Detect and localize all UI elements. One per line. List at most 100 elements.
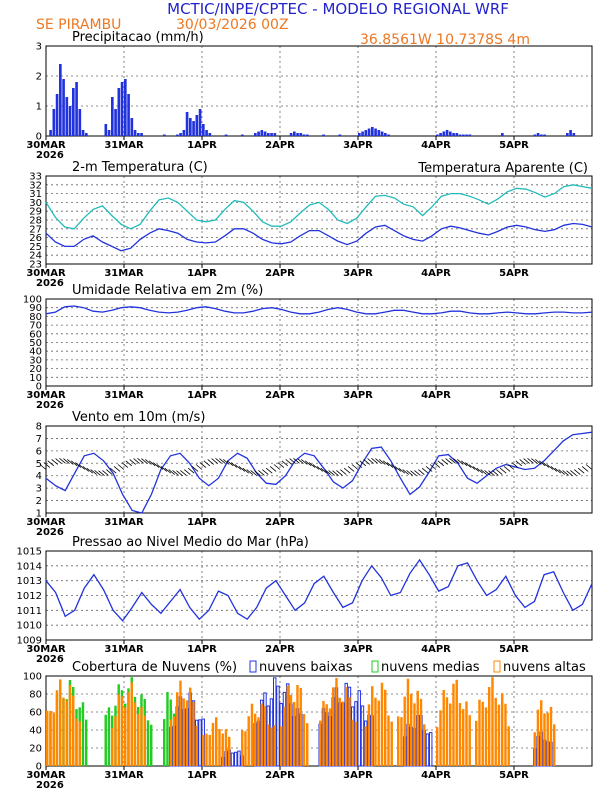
precip-bar bbox=[85, 133, 88, 136]
cloud-bar bbox=[267, 724, 270, 766]
wind-barb bbox=[488, 470, 495, 477]
y-tick-label: 23 bbox=[29, 260, 42, 271]
wind-barb bbox=[320, 467, 328, 474]
cloud-bar bbox=[280, 726, 283, 766]
x-tick-label: 5APR bbox=[499, 517, 529, 528]
wind-barb bbox=[523, 458, 530, 464]
y-tick-label: 1013 bbox=[17, 576, 42, 587]
precip-bar bbox=[104, 124, 108, 136]
cloud-bar bbox=[357, 690, 361, 767]
wind-barb bbox=[562, 470, 569, 476]
y-tick-label: 20 bbox=[29, 744, 42, 755]
cloud-bar bbox=[462, 709, 465, 766]
y-tick-label: 40 bbox=[29, 347, 42, 358]
wind-barb bbox=[519, 459, 526, 465]
x-tick-label: 1APR bbox=[187, 268, 217, 279]
x-tick-label: 4APR bbox=[421, 140, 451, 151]
wind-barb bbox=[262, 469, 269, 475]
cloud-bar bbox=[322, 701, 325, 766]
precip-bar bbox=[52, 109, 56, 136]
precip-bar bbox=[224, 134, 228, 136]
cloud-bar bbox=[65, 700, 68, 766]
wind-barb bbox=[554, 467, 562, 474]
cloud-bar bbox=[111, 728, 114, 766]
wind-barb bbox=[238, 466, 246, 472]
precip-bar bbox=[111, 97, 114, 136]
wind-barb bbox=[312, 464, 320, 470]
wind-barb bbox=[168, 469, 175, 475]
cloud-bar bbox=[348, 697, 351, 766]
cloud-bar bbox=[475, 720, 478, 766]
cloud-bar bbox=[533, 732, 536, 766]
precip-bar bbox=[205, 130, 208, 136]
cloud-bar bbox=[208, 734, 211, 766]
cloud-bar bbox=[390, 721, 393, 766]
wind-barb bbox=[152, 462, 160, 468]
y-tick-label: 100 bbox=[23, 295, 42, 306]
y-tick-label: 3 bbox=[36, 42, 42, 53]
wind-barb bbox=[343, 467, 351, 474]
wind-barb bbox=[141, 458, 148, 464]
cloud-bar bbox=[150, 724, 153, 766]
wind-barb bbox=[125, 460, 133, 467]
wind-barb bbox=[499, 467, 507, 474]
wind-barb bbox=[453, 458, 460, 464]
cloud-bar bbox=[270, 727, 273, 766]
precip-bar bbox=[107, 130, 111, 136]
cloud-bar bbox=[458, 703, 462, 766]
y-tick-label: 30 bbox=[29, 198, 42, 209]
wind-barb bbox=[507, 464, 515, 470]
precip-bar bbox=[120, 82, 124, 136]
y-tick-label: 0 bbox=[36, 382, 42, 393]
cloud-bar bbox=[247, 716, 250, 766]
cloud-bar bbox=[504, 703, 507, 766]
wind-barb bbox=[585, 464, 593, 470]
cloud-bar bbox=[374, 697, 377, 766]
precip-bar bbox=[263, 131, 267, 136]
cloud-bar bbox=[241, 730, 244, 766]
wind-barb bbox=[449, 457, 456, 464]
cloud-bar bbox=[72, 695, 75, 766]
wind-barb bbox=[460, 460, 468, 467]
wind-barb bbox=[39, 464, 47, 470]
cloud-bar bbox=[254, 713, 257, 766]
y-tick-label: 1011 bbox=[17, 606, 42, 617]
cloud-bar bbox=[465, 701, 468, 766]
cloud-bar bbox=[114, 716, 117, 766]
x-tick-label: 3APR bbox=[343, 268, 373, 279]
cloud-bar bbox=[546, 712, 549, 766]
x-tick-label: 31MAR bbox=[104, 268, 144, 279]
coords-label: 36.8561W 10.7378S 4m bbox=[360, 32, 530, 48]
precip-bar bbox=[439, 133, 442, 136]
wind-barb bbox=[98, 470, 105, 477]
cloud-bar bbox=[419, 698, 423, 766]
cloud-bar bbox=[179, 680, 182, 766]
x-tick-label: 2APR bbox=[265, 770, 295, 781]
cloud-bar bbox=[543, 713, 546, 766]
wind-barb bbox=[550, 466, 558, 472]
wind-barb bbox=[289, 458, 296, 464]
cloud-bar bbox=[387, 715, 390, 766]
wind-barb bbox=[102, 470, 109, 476]
precip-bar bbox=[81, 130, 85, 136]
y-tick-label: 2 bbox=[36, 72, 42, 83]
cloud-bar bbox=[215, 717, 218, 766]
x-tick-label: 1APR bbox=[187, 517, 217, 528]
cloud-bar bbox=[81, 702, 85, 766]
wind-barb bbox=[63, 458, 70, 464]
wind-barb bbox=[254, 470, 261, 477]
precip-bar bbox=[189, 118, 192, 136]
cloud-bar bbox=[410, 693, 413, 766]
cloud-bar bbox=[182, 698, 185, 766]
wind-barb bbox=[156, 464, 164, 470]
y-tick-label: 5 bbox=[36, 459, 42, 470]
y-tick-label: 80 bbox=[29, 690, 42, 701]
x-tick-label: 3APR bbox=[343, 644, 373, 655]
cloud-bar bbox=[452, 683, 455, 766]
series-line-aparente bbox=[45, 184, 593, 230]
main-title: MCTIC/INPE/CPTEC - MODELO REGIONAL WRF bbox=[167, 0, 509, 18]
wind-barb bbox=[480, 469, 487, 475]
precip-bar bbox=[384, 133, 387, 136]
year-label: 2026 bbox=[36, 780, 64, 791]
